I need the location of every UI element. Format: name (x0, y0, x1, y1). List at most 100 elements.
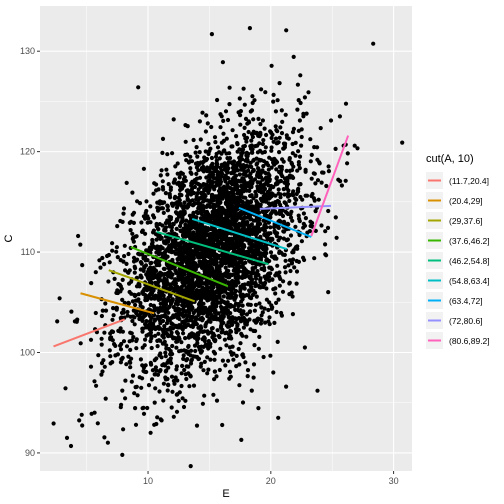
scatter-point (93, 310, 98, 316)
scatter-point (240, 400, 246, 405)
scatter-point (260, 118, 265, 123)
scatter-point (88, 364, 94, 369)
scatter-point (127, 359, 132, 364)
scatter-point (128, 228, 133, 233)
scatter-point (271, 370, 276, 375)
scatter-point (220, 358, 225, 363)
scatter-point (166, 382, 171, 387)
scatter-point (263, 320, 268, 325)
scatter-point (122, 315, 127, 320)
scatter-point (114, 245, 119, 250)
scatter-point (288, 233, 294, 238)
scatter-point (249, 296, 254, 301)
scatter-points (51, 26, 405, 469)
scatter-point (214, 158, 219, 163)
scatter-point (220, 186, 225, 191)
scatter-point (241, 166, 246, 172)
scatter-point (289, 260, 295, 266)
x-tick-label: 30 (389, 476, 399, 486)
scatter-point (186, 349, 191, 354)
scatter-point (137, 375, 142, 380)
scatter-point (324, 253, 329, 258)
scatter-point (238, 243, 243, 248)
scatter-point (242, 250, 247, 255)
scatter-point (208, 309, 213, 314)
scatter-point (241, 262, 246, 267)
scatter-point (189, 290, 194, 295)
scatter-point (206, 141, 211, 146)
scatter-point (269, 165, 274, 170)
scatter-point (242, 132, 247, 138)
scatter-point (139, 275, 144, 280)
scatter-point (226, 315, 232, 320)
scatter-point (308, 159, 313, 164)
scatter-point (298, 73, 303, 78)
scatter-point (235, 265, 240, 270)
scatter-point (251, 196, 256, 201)
scatter-point (145, 288, 150, 293)
scatter-point (326, 169, 331, 174)
scatter-point (209, 284, 214, 289)
scatter-point (158, 351, 163, 356)
scatter-point (230, 165, 235, 170)
scatter-point (371, 41, 376, 46)
scatter-point (172, 177, 177, 182)
scatter-point (159, 168, 164, 173)
scatter-point (121, 339, 127, 344)
scatter-point (135, 199, 140, 204)
scatter-point (270, 277, 275, 282)
scatter-point (244, 139, 249, 144)
scatter-point (189, 244, 195, 249)
scatter-point (195, 295, 200, 300)
scatter-point (241, 318, 246, 323)
scatter-point (220, 206, 225, 211)
legend: cut(A, 10) (11.7,20.4] (20.4,29] (29,37.6]… (426, 153, 490, 349)
scatter-point (224, 188, 229, 193)
scatter-point (279, 211, 284, 216)
scatter-point (244, 150, 249, 155)
scatter-point (215, 215, 220, 220)
scatter-point (306, 90, 311, 95)
scatter-point (253, 255, 258, 260)
scatter-point (116, 328, 121, 333)
scatter-point (223, 194, 229, 199)
scatter-point (175, 331, 180, 336)
y-tick-label: 100 (20, 347, 35, 357)
scatter-point (323, 229, 328, 234)
scatter-point (159, 206, 164, 211)
scatter-point (157, 369, 162, 374)
scatter-point (246, 302, 251, 307)
scatter-point (252, 230, 258, 236)
scatter-point (261, 354, 266, 360)
scatter-point (267, 177, 272, 182)
scatter-point (192, 343, 198, 348)
scatter-point (214, 151, 219, 156)
scatter-point (264, 246, 269, 252)
scatter-point (264, 171, 269, 176)
scatter-point (174, 345, 179, 350)
scatter-point (160, 185, 165, 190)
scatter-point (188, 220, 193, 225)
scatter-point (258, 130, 263, 135)
scatter-point (230, 222, 235, 227)
scatter-point (214, 237, 219, 242)
scatter-point (96, 353, 101, 358)
scatter-point (283, 258, 288, 263)
scatter-point (277, 81, 282, 86)
scatter-point (163, 350, 168, 355)
scatter-point (269, 202, 274, 207)
scatter-point (216, 188, 222, 194)
scatter-point (278, 219, 283, 224)
scatter-point (217, 367, 222, 373)
scatter-point (120, 297, 125, 302)
scatter-point (258, 321, 264, 326)
scatter-point (230, 144, 235, 149)
scatter-point (179, 371, 184, 376)
scatter-point (148, 430, 153, 435)
scatter-point (200, 401, 205, 406)
scatter-point (183, 398, 188, 403)
scatter-point (211, 349, 216, 354)
scatter-point (245, 230, 250, 235)
scatter-point (252, 308, 257, 313)
scatter-point (232, 256, 237, 261)
